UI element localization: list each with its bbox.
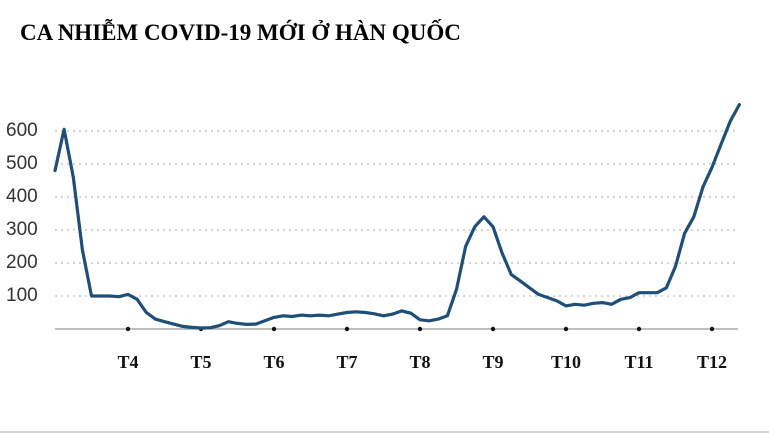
y-tick-label: 100 bbox=[6, 285, 38, 306]
line bbox=[53, 103, 741, 330]
x-tick-label: T6 bbox=[263, 352, 284, 372]
x-tick-dot bbox=[271, 326, 277, 332]
x-tick-label: T4 bbox=[117, 352, 138, 372]
y-tick-label: 200 bbox=[6, 252, 38, 273]
x-tick-dot bbox=[417, 326, 423, 332]
x-tick-label: T5 bbox=[190, 352, 211, 372]
x-tick-dot bbox=[125, 326, 131, 332]
y-tick-label: 500 bbox=[6, 153, 38, 174]
x-tick-dot bbox=[563, 326, 569, 332]
x-tick-label: T7 bbox=[336, 352, 357, 372]
x-tick-label: T11 bbox=[624, 352, 653, 372]
chart-title: CA NHIỄM COVID-19 MỚI Ở HÀN QUỐC bbox=[20, 18, 461, 45]
y-tick-label: 300 bbox=[6, 219, 38, 240]
x-tick-dot bbox=[490, 326, 496, 332]
y-tick-label: 400 bbox=[6, 186, 38, 207]
x-tick-dot bbox=[636, 326, 642, 332]
x-tick-label: T12 bbox=[697, 352, 727, 372]
x-tick-dot bbox=[344, 326, 350, 332]
x-tick-label: T10 bbox=[551, 352, 581, 372]
x-tick-dot bbox=[709, 326, 715, 332]
x-tick-label: T9 bbox=[482, 352, 503, 372]
x-tick-label: T8 bbox=[409, 352, 430, 372]
y-tick-label: 600 bbox=[6, 120, 38, 141]
